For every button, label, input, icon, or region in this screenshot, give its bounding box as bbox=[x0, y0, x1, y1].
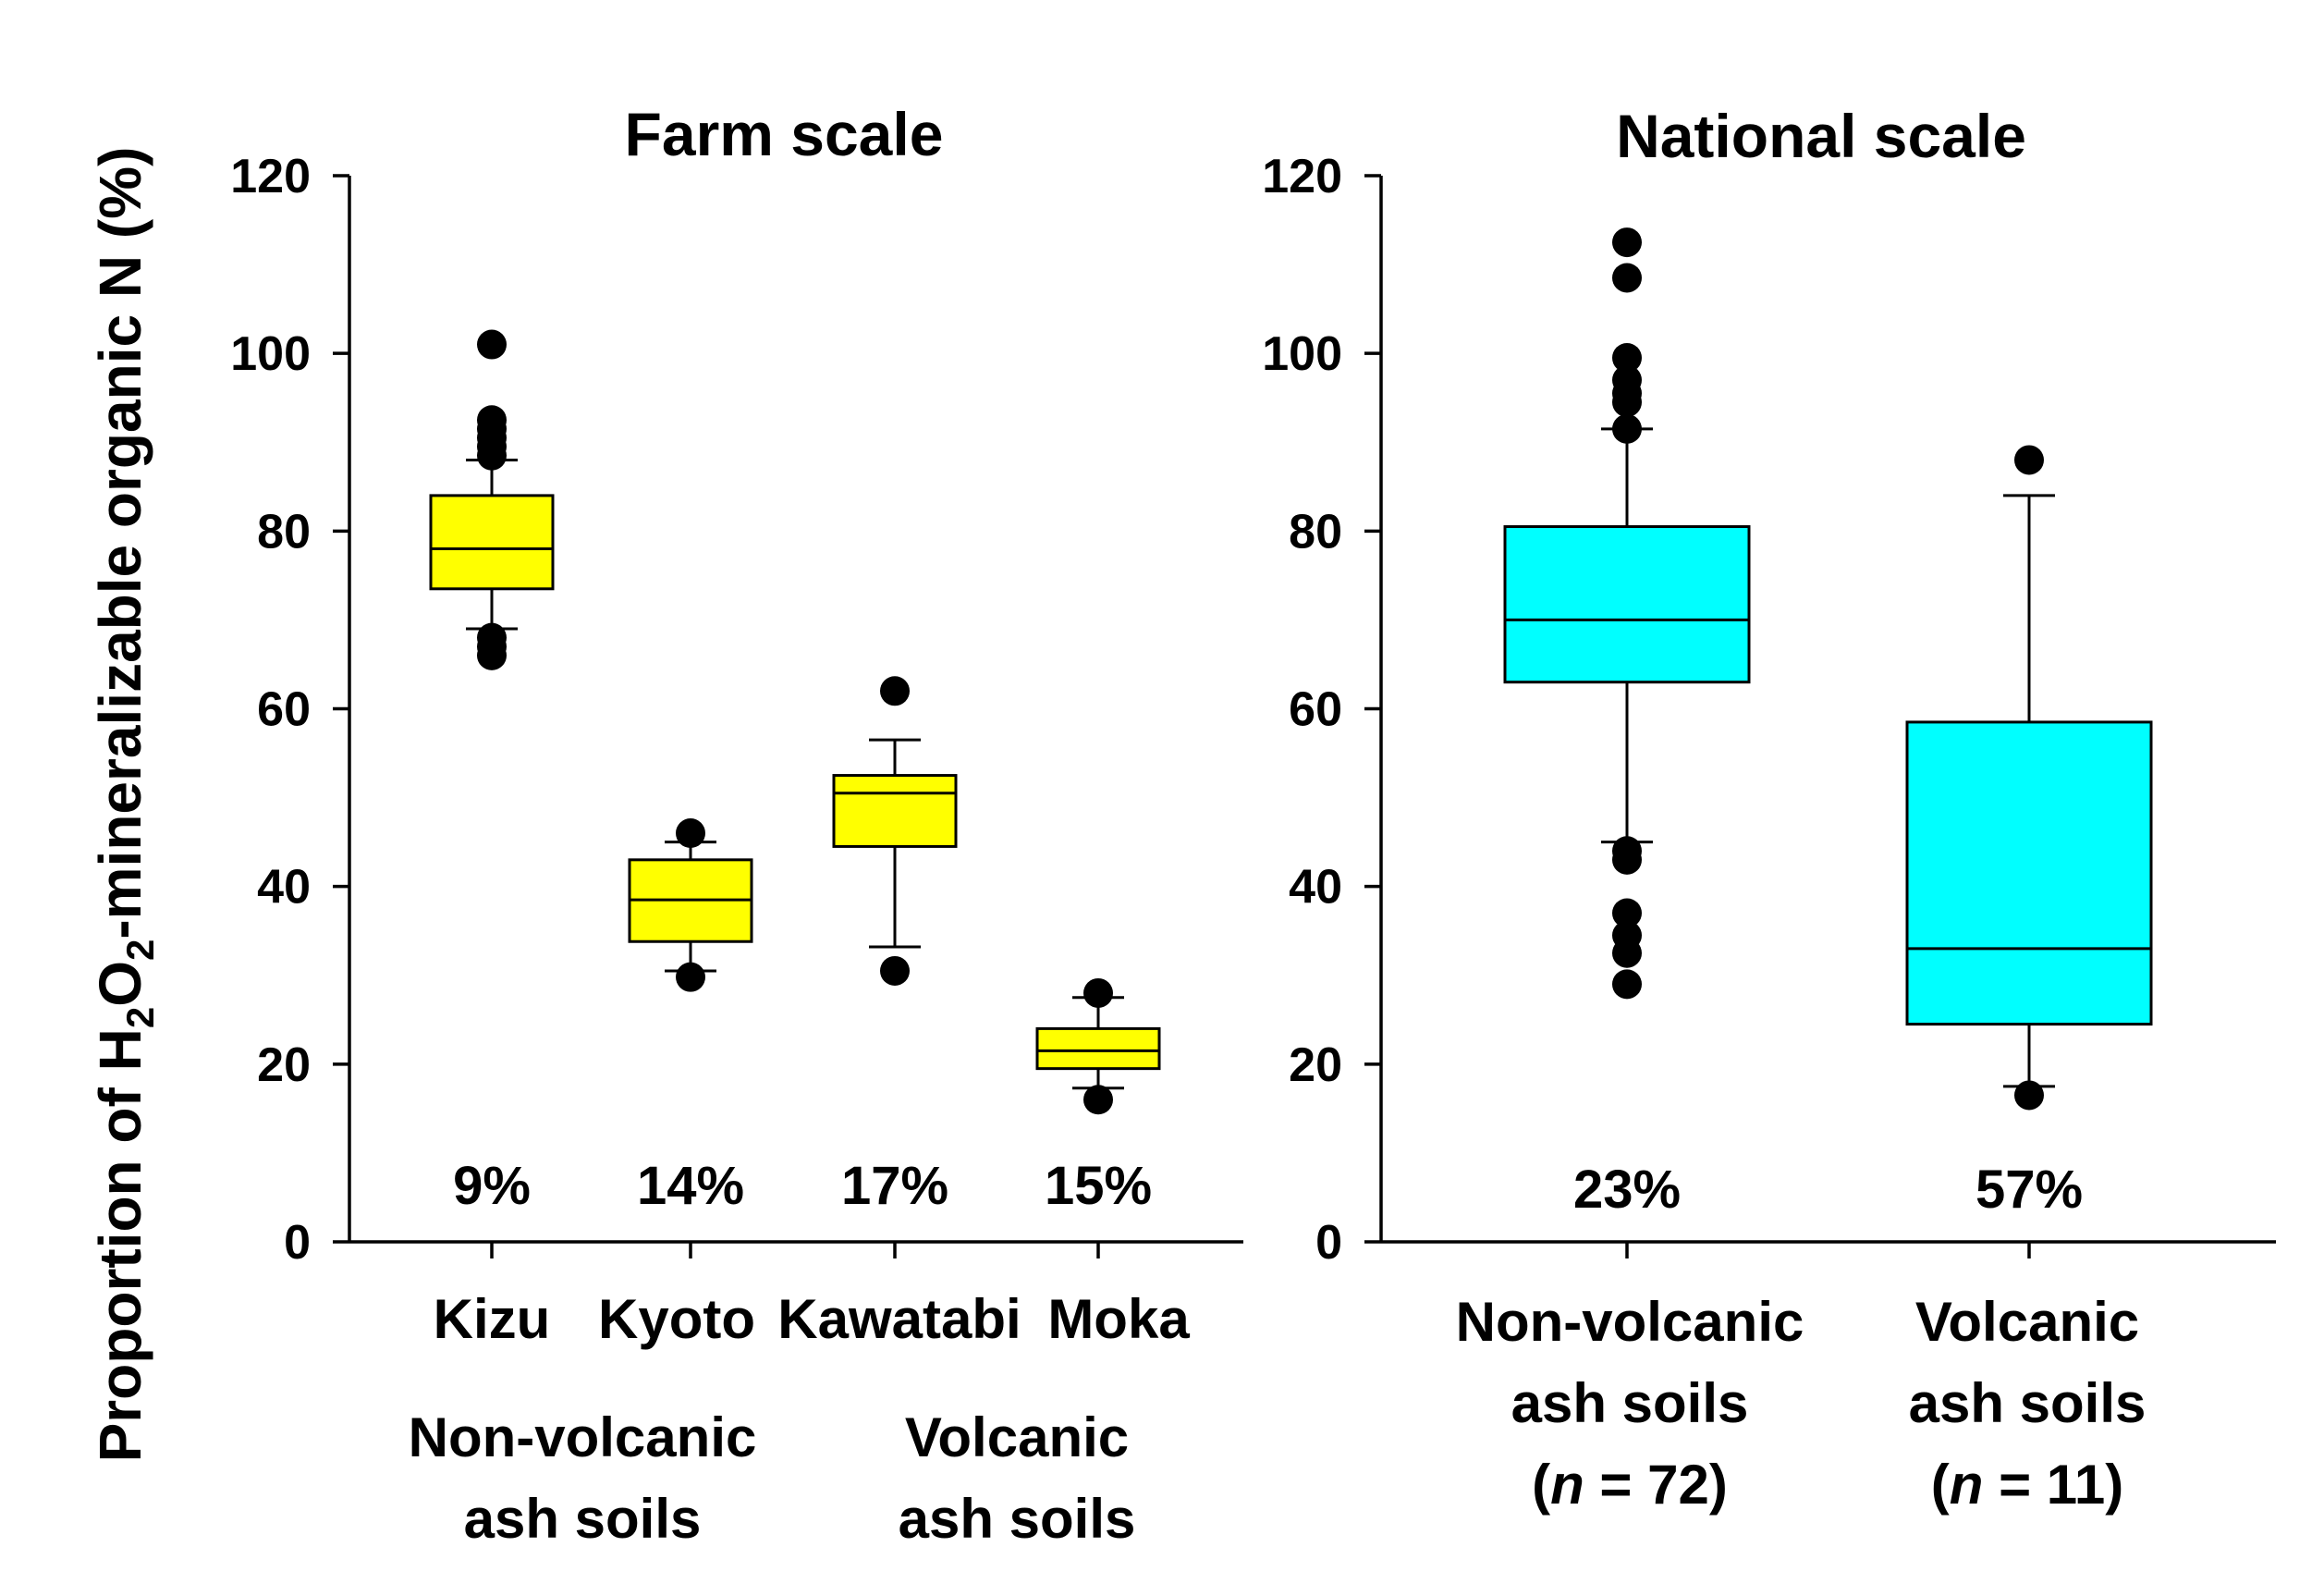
farm-box-2 bbox=[832, 676, 958, 986]
farm-category-kyoto: Kyoto bbox=[598, 1288, 755, 1350]
outlier-point bbox=[477, 440, 507, 471]
farm-cv-label-1: 14% bbox=[637, 1156, 744, 1216]
farm-group-nonvolcanic-line2: ash soils bbox=[464, 1488, 702, 1550]
farm-category-moka: Moka bbox=[1047, 1288, 1190, 1350]
y-axis-label-prefix: Proportion of H bbox=[87, 1028, 153, 1462]
national-y-tick-label: 0 bbox=[1315, 1216, 1342, 1270]
farm-cv-label-3: 15% bbox=[1045, 1156, 1152, 1216]
national-y-tick-label: 60 bbox=[1289, 683, 1342, 737]
farm-box-1 bbox=[628, 818, 753, 992]
national-box-0 bbox=[1503, 227, 1751, 1000]
farm-panel-marks: 0 20 40 60 80 100 120 9% 14% 17% 15% bbox=[230, 150, 1243, 1270]
national-category-nonvolcanic-line1: Non-volcanic bbox=[1456, 1291, 1804, 1353]
national-n11-symbol: n bbox=[1950, 1454, 1984, 1516]
national-scale-panel: National scale 0 20 40 60 80 100 120 23% 57% Non… bbox=[1262, 102, 2276, 1516]
farm-y-tick-label: 120 bbox=[230, 150, 311, 203]
iqr-box bbox=[1905, 720, 2153, 1026]
farm-y-tick-label: 20 bbox=[257, 1038, 311, 1092]
national-n11-suffix: = 11) bbox=[1983, 1454, 2123, 1516]
national-panel-title: National scale bbox=[1616, 102, 2026, 170]
national-y-tick-label: 20 bbox=[1289, 1038, 1342, 1092]
national-box-1 bbox=[1905, 445, 2153, 1111]
farm-box-0 bbox=[429, 329, 555, 670]
outlier-point bbox=[880, 676, 910, 706]
y-axis-label-mid: O bbox=[87, 961, 153, 1007]
outlier-point bbox=[1612, 938, 1642, 968]
farm-group-volcanic-line2: ash soils bbox=[899, 1488, 1136, 1550]
outlier-point bbox=[2014, 1080, 2044, 1111]
outlier-point bbox=[1612, 227, 1642, 258]
farm-y-tick-label: 100 bbox=[230, 327, 311, 381]
outlier-point bbox=[676, 818, 705, 849]
farm-category-kizu: Kizu bbox=[434, 1288, 551, 1350]
national-category-volcanic-line1: Volcanic bbox=[1915, 1291, 2139, 1353]
farm-group-nonvolcanic-line1: Non-volcanic bbox=[409, 1406, 757, 1468]
national-n72-prefix: ( bbox=[1532, 1454, 1550, 1516]
national-n72-symbol: n bbox=[1550, 1454, 1584, 1516]
national-y-tick-label: 120 bbox=[1262, 150, 1342, 203]
y-axis-label: Proportion of H2O2-mineralizable organic… bbox=[87, 147, 162, 1463]
outlier-point bbox=[1612, 898, 1642, 928]
outlier-point bbox=[477, 640, 507, 670]
farm-cv-label-0: 9% bbox=[453, 1156, 531, 1216]
farm-y-tick-label: 40 bbox=[257, 861, 311, 915]
outlier-point bbox=[2014, 445, 2044, 475]
farm-group-volcanic-line1: Volcanic bbox=[905, 1406, 1129, 1468]
outlier-point bbox=[1612, 342, 1642, 373]
outlier-point bbox=[1083, 977, 1113, 1008]
y-axis-label-sub2: 2 bbox=[118, 939, 162, 961]
y-axis-label-sub1: 2 bbox=[118, 1007, 162, 1028]
farm-scale-panel: Farm scale 0 20 40 60 80 100 120 9% 14% 17% 15% Ki… bbox=[230, 100, 1243, 1550]
outlier-point bbox=[1083, 1085, 1113, 1115]
national-panel-marks: 0 20 40 60 80 100 120 23% 57% bbox=[1262, 150, 2276, 1270]
farm-box-3 bbox=[1035, 977, 1161, 1115]
outlier-point bbox=[1612, 844, 1642, 875]
national-y-tick-label: 80 bbox=[1289, 505, 1342, 559]
national-category-nonvolcanic-line2: ash soils bbox=[1511, 1372, 1749, 1434]
national-category-nonvolcanic-n: (n = 72) bbox=[1532, 1454, 1728, 1516]
outlier-point bbox=[1612, 263, 1642, 293]
national-cv-label-0: 23% bbox=[1573, 1160, 1681, 1220]
farm-cv-label-2: 17% bbox=[841, 1156, 948, 1216]
outlier-point bbox=[477, 329, 507, 360]
outlier-point bbox=[1612, 413, 1642, 444]
farm-category-kawatabi: Kawatabi bbox=[777, 1288, 1021, 1350]
outlier-point bbox=[1612, 969, 1642, 1000]
farm-y-tick-label: 0 bbox=[284, 1216, 311, 1270]
national-category-volcanic-n: (n = 11) bbox=[1931, 1454, 2123, 1516]
national-category-volcanic-line2: ash soils bbox=[1909, 1372, 2147, 1434]
national-n11-prefix: ( bbox=[1931, 1454, 1950, 1516]
farm-y-tick-label: 60 bbox=[257, 683, 311, 737]
national-cv-label-1: 57% bbox=[1975, 1160, 2083, 1220]
iqr-box bbox=[832, 774, 958, 848]
national-y-tick-label: 100 bbox=[1262, 327, 1342, 381]
outlier-point bbox=[1612, 387, 1642, 418]
iqr-box bbox=[429, 494, 555, 591]
iqr-box bbox=[1503, 525, 1751, 684]
outlier-point bbox=[880, 955, 910, 986]
farm-y-tick-label: 80 bbox=[257, 505, 311, 559]
outlier-point bbox=[676, 962, 705, 992]
iqr-box bbox=[1035, 1026, 1161, 1071]
y-axis-label-suffix: -mineralizable organic N (%) bbox=[87, 147, 153, 939]
national-y-tick-label: 40 bbox=[1289, 861, 1342, 915]
national-n72-suffix: = 72) bbox=[1584, 1454, 1728, 1516]
farm-panel-title: Farm scale bbox=[625, 100, 944, 168]
